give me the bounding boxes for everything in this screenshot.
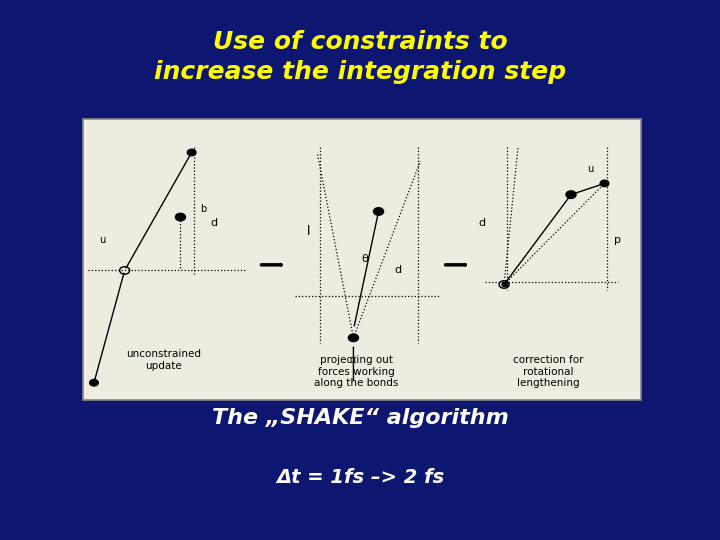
Circle shape <box>90 380 98 386</box>
Circle shape <box>176 213 186 221</box>
Text: o: o <box>349 355 355 365</box>
Text: unconstrained
update: unconstrained update <box>126 349 201 371</box>
FancyBboxPatch shape <box>83 119 641 400</box>
Text: u: u <box>588 164 594 174</box>
Text: The „SHAKE“ algorithm: The „SHAKE“ algorithm <box>212 408 508 429</box>
Text: p: p <box>614 234 621 245</box>
Text: correction for
rotational
lengthening: correction for rotational lengthening <box>513 355 584 388</box>
Text: b: b <box>199 204 206 214</box>
Circle shape <box>187 149 196 156</box>
Text: d: d <box>210 218 217 228</box>
Text: d: d <box>478 218 485 228</box>
Text: d: d <box>395 266 402 275</box>
Circle shape <box>348 334 359 342</box>
Text: u: u <box>99 234 105 245</box>
Text: projecting out
forces working
along the bonds: projecting out forces working along the … <box>314 355 398 388</box>
Circle shape <box>502 282 508 287</box>
Text: θ: θ <box>361 254 368 264</box>
Circle shape <box>566 191 576 198</box>
Text: l: l <box>307 225 310 238</box>
Circle shape <box>600 180 609 187</box>
Circle shape <box>374 208 384 215</box>
Text: Δt = 1fs –> 2 fs: Δt = 1fs –> 2 fs <box>276 468 444 488</box>
Text: Use of constraints to
increase the integration step: Use of constraints to increase the integ… <box>154 30 566 84</box>
